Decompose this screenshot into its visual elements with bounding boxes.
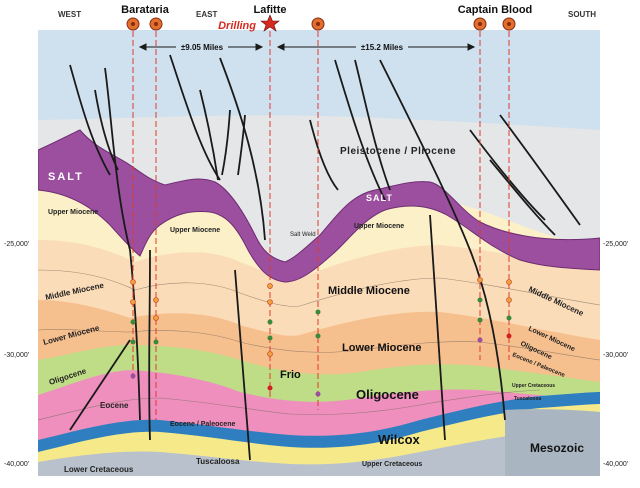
well-icon <box>311 17 325 31</box>
frio-label: Frio <box>280 369 301 381</box>
pleistocene-label: Pleistocene / Pliocene <box>340 146 456 157</box>
distance-label-2: ±15.2 Miles <box>361 43 404 52</box>
fault-lines <box>69 54 581 461</box>
eocene-label: Eocene <box>100 401 129 410</box>
salt-label: SALT <box>366 193 393 203</box>
layer-lower-cretaceous <box>38 428 600 476</box>
depth-label-left: -30,000' <box>4 352 29 359</box>
upper-cretaceous-label: Upper Cretaceous <box>512 383 555 389</box>
well-name-lafitte: Lafitte <box>254 4 287 16</box>
eocene-paleocene-label: Eocene / Paleocene <box>170 421 235 428</box>
layer-boundaries <box>38 269 600 421</box>
well-name-barataria: Barataria <box>121 4 170 16</box>
upper-miocene-label: Upper Miocene <box>48 209 98 216</box>
well-icon <box>502 17 516 31</box>
depth-label-right: -30,000' <box>603 352 628 359</box>
pay-zone-markers <box>130 277 512 397</box>
upper-miocene-label: Upper Miocene <box>354 223 404 230</box>
wilcox-label: Wilcox <box>378 432 421 447</box>
layer-mesozoic <box>505 409 600 476</box>
depth-label-left: -40,000' <box>4 461 29 468</box>
well-head-icons <box>126 14 516 32</box>
middle-miocene-label: Middle Miocene <box>328 285 410 297</box>
well-icon <box>149 17 163 31</box>
depth-label-right: -40,000' <box>603 461 628 468</box>
tuscaloosa-label: Tuscaloosa <box>196 457 240 466</box>
tuscaloosa-label: Tuscaloosa <box>514 396 541 402</box>
distance-label-bg <box>356 41 408 53</box>
direction-south: SOUTH <box>568 10 596 19</box>
lower-miocene-label: Lower Miocene <box>342 342 421 354</box>
salt-weld-label: Salt Weld <box>290 232 316 238</box>
drilling-star-icon <box>260 14 280 32</box>
well-name-captain-blood: Captain Blood <box>458 4 533 16</box>
direction-west: WEST <box>58 10 81 19</box>
upper-miocene-label: Upper Miocene <box>170 227 220 234</box>
mesozoic-label: Mesozoic <box>530 441 584 455</box>
distance-label-bg <box>176 41 228 53</box>
drilling-status: Drilling <box>218 20 256 32</box>
well-icon <box>473 17 487 31</box>
depth-label-left: -25,000' <box>4 241 29 248</box>
depth-label-right: -25,000' <box>603 241 628 248</box>
salt-body <box>38 129 600 283</box>
oligocene-label: Oligocene <box>356 387 419 402</box>
distance-label-1: ±9.05 Miles <box>181 43 224 52</box>
well-icon <box>126 17 140 31</box>
direction-east: EAST <box>196 10 217 19</box>
geologic-layers <box>38 30 600 476</box>
upper-cretaceous-label: Upper Cretaceous <box>362 461 422 468</box>
lower-cretaceous-label: Lower Cretaceous <box>64 465 134 474</box>
salt-label: SALT <box>48 171 84 183</box>
